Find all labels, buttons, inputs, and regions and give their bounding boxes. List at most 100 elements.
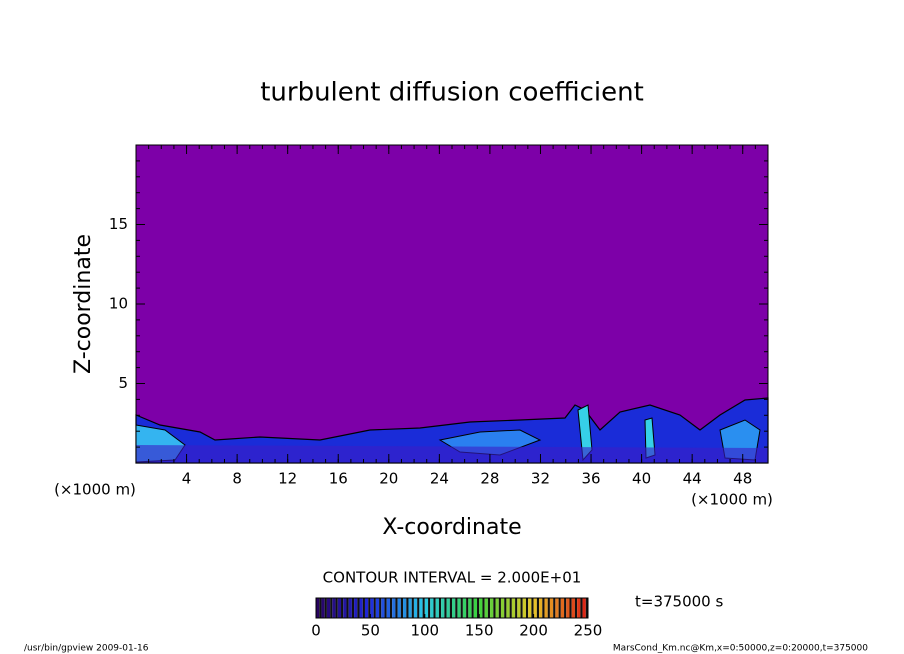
colorbar-band <box>441 598 445 618</box>
chart-title: turbulent diffusion coefficient <box>260 78 644 108</box>
y-tick-label: 15 <box>109 215 128 233</box>
colorbar-line <box>487 598 491 618</box>
colorbar-band <box>413 598 418 618</box>
colorbar-tick-label: 150 <box>465 622 494 640</box>
y-tick-label: 10 <box>109 295 128 313</box>
footer-right: MarsCond_Km.nc@Km,x=0:50000,z=0:20000,t=… <box>613 644 868 654</box>
colorbar-band <box>408 598 412 618</box>
x-unit: (×1000 m) <box>691 491 773 509</box>
colorbar-tick-label: 50 <box>361 622 380 640</box>
colorbar-line <box>542 598 545 618</box>
x-tick-label: 16 <box>329 470 348 488</box>
x-tick-label: 40 <box>632 470 651 488</box>
colorbar-band <box>452 598 456 618</box>
colorbar-band <box>370 598 374 618</box>
colorbar-line <box>580 598 583 618</box>
colorbar-line <box>384 598 387 618</box>
colorbar-line <box>324 598 327 618</box>
colorbar-band <box>544 598 548 618</box>
colorbar: 0 50 100 150 200 250 <box>311 597 602 640</box>
colorbar-line <box>362 598 365 618</box>
colorbar-line <box>471 598 474 618</box>
colorbar-line <box>428 598 431 618</box>
colorbar-band <box>522 598 526 618</box>
colorbar-line <box>515 598 518 618</box>
colorbar-band <box>321 598 325 618</box>
x-axis-label: X-coordinate <box>382 515 521 540</box>
colorbar-line <box>569 598 572 618</box>
colorbar-band <box>337 598 342 618</box>
colorbar-frame <box>315 597 589 619</box>
x-tick-label: 36 <box>581 470 600 488</box>
x-tick-label: 20 <box>379 470 398 488</box>
colorbar-line <box>547 598 550 618</box>
colorbar-band <box>571 598 575 618</box>
y-axis-label: Z-coordinate <box>71 234 96 374</box>
colorbar-line <box>536 598 540 618</box>
x-tick-label: 32 <box>531 470 550 488</box>
colorbar-line <box>406 598 409 618</box>
colorbar-line <box>564 598 567 618</box>
x-tick-label: 12 <box>278 470 297 488</box>
y-tick-label: 5 <box>118 374 128 392</box>
colorbar-line <box>395 598 398 618</box>
colorbar-band <box>549 598 554 618</box>
colorbar-tick-label: 0 <box>311 622 321 640</box>
colorbar-band <box>500 598 505 618</box>
colorbar-band <box>435 598 439 618</box>
colorbar-band <box>364 598 369 618</box>
colorbar-band <box>354 598 358 618</box>
colorbar-band <box>326 598 331 618</box>
colorbar-band <box>473 598 478 618</box>
colorbar-band <box>528 598 532 618</box>
y-unit: (×1000 m) <box>54 481 136 499</box>
colorbar-line <box>509 598 512 618</box>
contour-field <box>135 145 769 464</box>
colorbar-line <box>417 598 420 618</box>
footer-left: /usr/bin/gpview 2009-01-16 <box>24 644 149 654</box>
colorbar-tick-label: 100 <box>410 622 439 640</box>
colorbar-band <box>462 598 467 618</box>
colorbar-band <box>484 598 488 618</box>
colorbar-band <box>348 598 352 618</box>
x-tick-label: 28 <box>480 470 499 488</box>
colorbar-line <box>504 598 507 618</box>
colorbar-tick-label: 200 <box>519 622 548 640</box>
colorbar-band <box>343 598 347 618</box>
colorbar-line <box>482 598 485 618</box>
colorbar-line <box>466 598 469 618</box>
colorbar-band <box>506 598 510 618</box>
colorbar-line <box>493 598 496 618</box>
colorbar-band <box>381 598 385 618</box>
colorbar-band <box>359 598 363 618</box>
colorbar-band <box>533 598 537 618</box>
colorbar-band <box>392 598 396 618</box>
colorbar-line <box>498 598 501 618</box>
x-tick-label: 48 <box>733 470 752 488</box>
colorbar-line <box>460 598 463 618</box>
colorbar-band <box>479 598 483 618</box>
colorbar-band <box>468 598 472 618</box>
colorbar-line <box>574 598 578 618</box>
colorbar-line <box>400 598 404 618</box>
colorbar-band <box>397 598 401 618</box>
colorbar-band <box>316 598 320 618</box>
colorbar-line <box>585 598 588 618</box>
colorbar-line <box>346 598 349 618</box>
colorbar-band <box>424 598 429 618</box>
colorbar-band <box>457 598 461 618</box>
x-tick-label: 8 <box>232 470 242 488</box>
colorbar-band <box>577 598 581 618</box>
colorbar-band <box>582 598 586 618</box>
colorbar-line <box>389 598 393 618</box>
colorbar-line <box>319 598 322 618</box>
contour-interval: CONTOUR INTERVAL = 2.000E+01 <box>323 569 582 587</box>
colorbar-line <box>368 598 371 618</box>
colorbar-line <box>520 598 523 618</box>
colorbar-band <box>375 598 380 618</box>
colorbar-band <box>490 598 494 618</box>
colorbar-band <box>555 598 559 618</box>
colorbar-line <box>444 598 447 618</box>
colorbar-line <box>357 598 360 618</box>
